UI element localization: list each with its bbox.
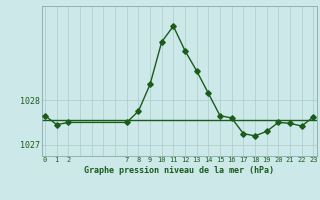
X-axis label: Graphe pression niveau de la mer (hPa): Graphe pression niveau de la mer (hPa) [84,166,274,175]
